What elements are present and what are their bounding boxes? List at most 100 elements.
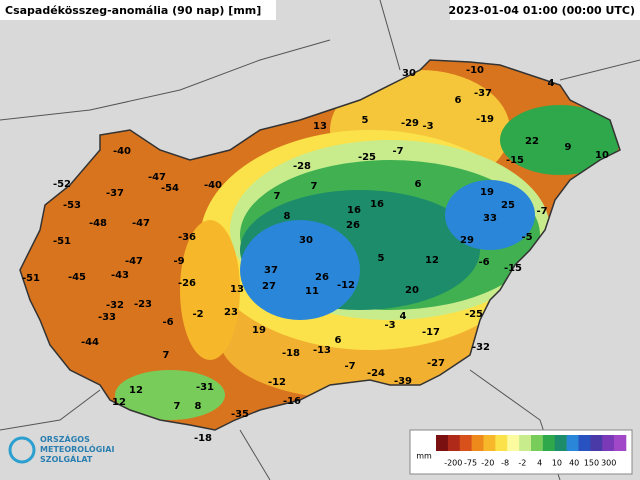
station-value: 7: [311, 181, 318, 192]
station-value: -36: [178, 232, 196, 243]
station-value: 16: [347, 205, 361, 216]
legend-swatch: [495, 435, 508, 451]
station-value: -54: [161, 183, 179, 194]
station-value: -18: [282, 348, 300, 359]
station-value: -26: [178, 278, 196, 289]
station-value: -32: [106, 300, 124, 311]
station-value: -44: [81, 337, 99, 348]
title-box: [0, 0, 276, 20]
station-value: 8: [195, 401, 202, 412]
legend-tick-label: -20: [481, 459, 494, 468]
station-value: 30: [299, 235, 313, 246]
legend-swatch: [459, 435, 472, 451]
station-value: -9: [173, 256, 184, 267]
station-value: 6: [335, 335, 342, 346]
station-value: -43: [111, 270, 129, 281]
station-value: -25: [358, 152, 376, 163]
legend-swatch: [531, 435, 544, 451]
timestamp-box: [450, 0, 640, 20]
station-value: -2: [192, 309, 203, 320]
legend-tick-label: 4: [537, 459, 542, 468]
station-value: 6: [415, 179, 422, 190]
station-value: -6: [162, 317, 173, 328]
station-value: 4: [400, 311, 407, 322]
legend-tick-label: -2: [518, 459, 526, 468]
station-value: 10: [595, 150, 609, 161]
station-value: -53: [63, 200, 81, 211]
station-value: 12: [425, 255, 439, 266]
station-value: -10: [466, 65, 484, 76]
legend-swatch: [436, 435, 449, 451]
legend-swatch: [471, 435, 484, 451]
legend-swatch: [447, 435, 461, 451]
station-value: -37: [106, 188, 124, 199]
station-value: 33: [483, 213, 497, 224]
station-value: 4: [548, 78, 555, 89]
station-value: -25: [465, 309, 483, 320]
station-value: 22: [525, 136, 539, 147]
station-value: -24: [367, 368, 385, 379]
legend-tick-label: -75: [464, 459, 477, 468]
station-value: -7: [392, 146, 403, 157]
station-value: 23: [224, 307, 238, 318]
legend-tick-label: 150: [584, 459, 599, 468]
station-value: 13: [313, 121, 327, 132]
station-value: -47: [132, 218, 150, 229]
station-value: 12: [129, 385, 143, 396]
station-value: 27: [262, 281, 276, 292]
legend-swatch: [507, 435, 520, 451]
station-value: 19: [252, 325, 266, 336]
legend-swatch: [578, 435, 591, 451]
station-value: 9: [565, 142, 572, 153]
legend-swatch: [602, 435, 615, 451]
legend: -200 -75 -20 -8 -2 4 10 40 150 300: [436, 435, 627, 468]
station-value: -3: [384, 320, 395, 331]
station-value: 20: [405, 285, 419, 296]
station-value: -52: [53, 179, 71, 190]
station-value: -12: [337, 280, 355, 291]
station-value: -45: [68, 272, 86, 283]
station-value: -37: [474, 88, 492, 99]
station-value: -48: [89, 218, 107, 229]
logo-text: METEOROLÓGIAI: [40, 443, 114, 454]
logo-text: SZOLGÁLAT: [40, 453, 93, 464]
station-value: -19: [476, 114, 494, 125]
station-value: 19: [480, 187, 494, 198]
station-value: -29: [401, 118, 419, 129]
station-value: -13: [313, 345, 331, 356]
station-value: 5: [378, 253, 385, 264]
station-value: 7: [163, 350, 170, 361]
station-value: -15: [506, 155, 524, 166]
station-value: -40: [204, 180, 222, 191]
logo-text: ORSZÁGOS: [40, 433, 90, 444]
legend-swatch: [590, 435, 603, 451]
station-value: -33: [98, 312, 116, 323]
station-value: 26: [315, 272, 329, 283]
station-value: 7: [274, 191, 281, 202]
station-value: -51: [53, 236, 71, 247]
station-value: 12: [112, 397, 126, 408]
legend-swatch: [614, 435, 627, 451]
legend-swatch: [542, 435, 556, 451]
legend-swatch: [519, 435, 532, 451]
legend-tick-label: 10: [552, 459, 562, 468]
station-value: 5: [362, 115, 369, 126]
station-value: -17: [422, 327, 440, 338]
title: Csapadékösszeg-anomália (90 nap) [mm]: [5, 4, 261, 17]
station-value: -35: [231, 409, 249, 420]
station-value: 37: [264, 265, 278, 276]
station-value: -6: [478, 257, 489, 268]
station-value: -47: [148, 172, 166, 183]
legend-tick-label: -8: [501, 459, 509, 468]
station-value: -15: [504, 263, 522, 274]
station-value: -32: [472, 342, 490, 353]
station-value: 13: [230, 284, 244, 295]
station-value: -31: [196, 382, 214, 393]
station-value: -40: [113, 146, 131, 157]
legend-swatch: [554, 435, 567, 451]
station-value: -28: [293, 161, 311, 172]
legend-swatch: [483, 435, 496, 451]
